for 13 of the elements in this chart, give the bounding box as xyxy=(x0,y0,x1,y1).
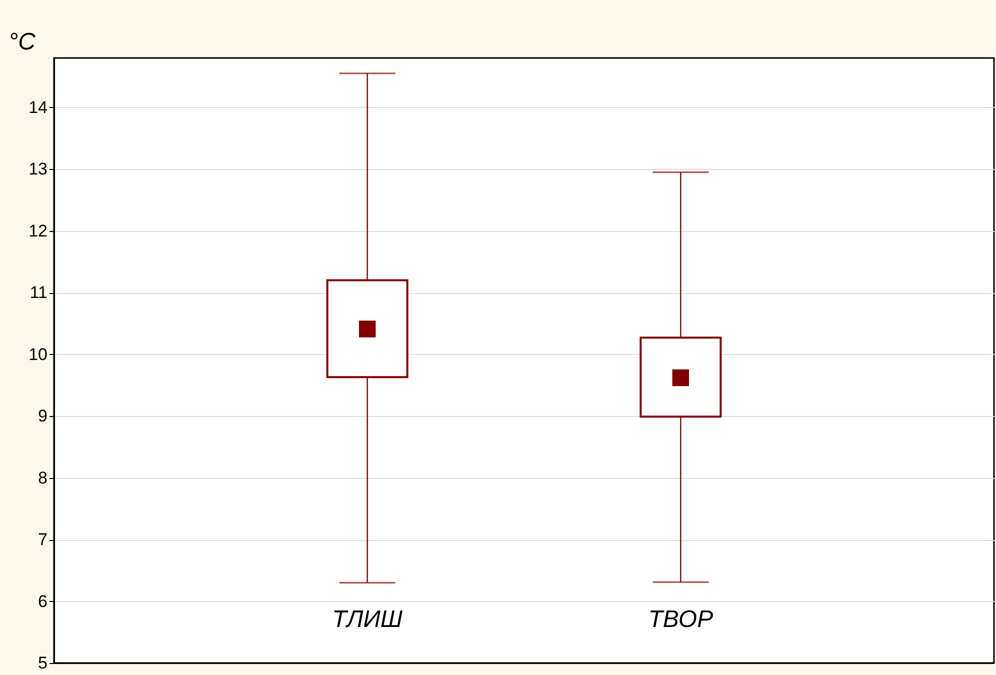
y-tick-label: 12 xyxy=(28,221,48,240)
y-tick-label: 5 xyxy=(38,654,48,672)
x-tick-label: TЛИШ xyxy=(332,606,404,633)
y-tick-label: 11 xyxy=(30,283,48,302)
y-tick-label: 13 xyxy=(28,160,48,179)
y-tick-label: 10 xyxy=(28,344,48,364)
y-tick-label: 8 xyxy=(38,468,48,488)
y-tick-label: 6 xyxy=(38,592,48,611)
y-tick-label: 14 xyxy=(28,98,48,117)
y-tick-label: 7 xyxy=(38,530,48,550)
y-tick-label: 9 xyxy=(38,406,48,426)
x-tick-label: TВОР xyxy=(648,606,714,633)
y-axis-title: °C xyxy=(8,28,36,56)
